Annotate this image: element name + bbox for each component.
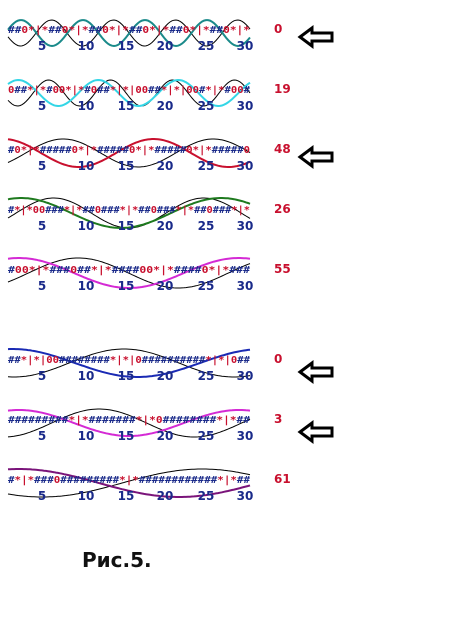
left-arrow-icon bbox=[297, 145, 334, 169]
tick-label: 30 bbox=[237, 279, 254, 293]
sequence-string: #*|*00###*|*##0###*|*##0###*|*##0###*|* bbox=[8, 205, 250, 216]
tick-label: 10 bbox=[78, 489, 95, 503]
tick-label: 30 bbox=[237, 369, 254, 383]
colored-wave bbox=[7, 348, 251, 378]
sequence-string: #0*|*#####0*|*#####0*|*#####0*|*#####0 bbox=[8, 145, 250, 156]
tick-label: 25 bbox=[198, 219, 215, 233]
reference-wave bbox=[7, 138, 251, 168]
tick-label: 10 bbox=[78, 429, 95, 443]
colored-wave bbox=[7, 257, 251, 289]
tick-label: 30 bbox=[237, 429, 254, 443]
score-value: 55 bbox=[274, 262, 291, 276]
tick-label: 25 bbox=[198, 429, 215, 443]
tick-label: 25 bbox=[198, 159, 215, 173]
score-value: 19 bbox=[274, 82, 291, 96]
tick-label: 15 bbox=[118, 429, 135, 443]
tick-label: 20 bbox=[157, 219, 174, 233]
tick-label: 10 bbox=[78, 39, 95, 53]
tick-label: 15 bbox=[118, 219, 135, 233]
tick-label: 20 bbox=[157, 279, 174, 293]
sequence-row: ##0*|*##0*|*##0*|*##0*|*##0*|*##0*|* 5 10 1… bbox=[7, 19, 334, 53]
sequence-string: ##0*|*##0*|*##0*|*##0*|*##0*|*##0*|* bbox=[8, 25, 250, 36]
tick-label: 20 bbox=[157, 159, 174, 173]
tick-label: 5 bbox=[38, 489, 46, 503]
tick-label: 20 bbox=[157, 99, 174, 113]
tick-label: 15 bbox=[118, 279, 135, 293]
tick-label: 25 bbox=[198, 99, 215, 113]
tick-label: 5 bbox=[38, 39, 46, 53]
sequence-row: 0##*|*#00*|*#0##*|*|00##*|*|00#*|*#00# 5 1… bbox=[7, 78, 291, 113]
tick-label: 5 bbox=[38, 219, 46, 233]
tick-label: 25 bbox=[198, 279, 215, 293]
colored-wave bbox=[7, 19, 251, 48]
figure-caption: Рис.5. bbox=[82, 548, 152, 572]
tick-label: 5 bbox=[38, 99, 46, 113]
tick-label: 25 bbox=[198, 369, 215, 383]
tick-label: 25 bbox=[198, 489, 215, 503]
tick-label: 25 bbox=[198, 39, 215, 53]
sequence-row: #00*|*###0##*|*####00*|*####0*|*### 5 10 15… bbox=[7, 257, 291, 293]
sequence-string: #########*|*#######*|*0########*|*## bbox=[8, 415, 250, 426]
tick-label: 5 bbox=[38, 429, 46, 443]
left-arrow-icon bbox=[297, 25, 334, 49]
tick-label: 15 bbox=[118, 369, 135, 383]
score-value: 0 bbox=[274, 352, 282, 366]
reference-wave bbox=[7, 348, 251, 378]
reference-wave bbox=[7, 408, 251, 438]
sequence-row: #*|*00###*|*##0###*|*##0###*|*##0###*|* 5… bbox=[7, 197, 291, 233]
tick-label: 15 bbox=[118, 159, 135, 173]
score-value: 61 bbox=[274, 472, 291, 486]
reference-wave bbox=[7, 257, 251, 289]
colored-wave bbox=[7, 468, 251, 498]
tick-label: 20 bbox=[157, 39, 174, 53]
reference-wave bbox=[7, 468, 251, 498]
tick-label: 10 bbox=[78, 369, 95, 383]
tick-label: 20 bbox=[157, 369, 174, 383]
left-arrow-icon bbox=[297, 360, 334, 384]
tick-label: 15 bbox=[118, 99, 135, 113]
tick-label: 5 bbox=[38, 369, 46, 383]
tick-label: 20 bbox=[157, 489, 174, 503]
colored-wave bbox=[7, 138, 251, 168]
sequence-string: ##*|*|00########*|*|0##########*|*|0## bbox=[8, 355, 250, 366]
colored-wave bbox=[7, 78, 251, 108]
sequence-string: 0##*|*#00*|*#0##*|*|00##*|*|00#*|*#00# bbox=[8, 85, 250, 96]
tick-label: 30 bbox=[237, 39, 254, 53]
tick-label: 5 bbox=[38, 159, 46, 173]
sequence-row: ##*|*|00########*|*|0##########*|*|0## 5 1… bbox=[7, 348, 334, 384]
tick-label: 10 bbox=[78, 99, 95, 113]
tick-label: 10 bbox=[78, 159, 95, 173]
tick-label: 10 bbox=[78, 219, 95, 233]
sequence-row: #*|*###0#########*|*############*|*## 5 10… bbox=[7, 468, 291, 503]
tick-label: 20 bbox=[157, 429, 174, 443]
tick-label: 30 bbox=[237, 99, 254, 113]
sequence-string: #00*|*###0##*|*####00*|*####0*|*### bbox=[8, 265, 250, 276]
score-value: 48 bbox=[274, 142, 291, 156]
tick-label: 15 bbox=[118, 489, 135, 503]
tick-label: 5 bbox=[38, 279, 46, 293]
tick-label: 30 bbox=[237, 159, 254, 173]
colored-wave bbox=[7, 197, 251, 229]
tick-label: 30 bbox=[237, 219, 254, 233]
left-arrow-icon bbox=[297, 420, 334, 444]
tick-label: 10 bbox=[78, 279, 95, 293]
tick-label: 15 bbox=[118, 39, 135, 53]
score-value: 26 bbox=[274, 202, 291, 216]
sequence-row: #########*|*#######*|*0########*|*## 5 10 1… bbox=[7, 408, 334, 444]
tick-label: 30 bbox=[237, 489, 254, 503]
score-value: 0 bbox=[274, 22, 282, 36]
score-value: 3 bbox=[274, 412, 282, 426]
colored-wave bbox=[7, 409, 251, 437]
sequence-row: #0*|*#####0*|*#####0*|*#####0*|*#####0 5 1… bbox=[7, 138, 334, 173]
sequence-string: #*|*###0#########*|*############*|*## bbox=[8, 475, 250, 486]
